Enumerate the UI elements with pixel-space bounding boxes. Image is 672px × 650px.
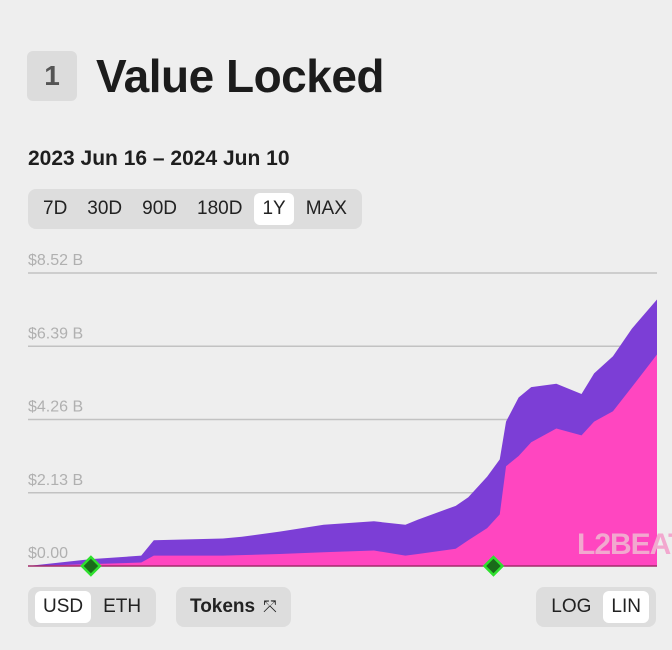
event-marker[interactable]	[482, 555, 505, 577]
range-90d-button[interactable]: 90D	[142, 198, 178, 219]
l2beat-watermark: L2BEAT	[577, 528, 672, 561]
section-title: Value Locked	[96, 50, 385, 102]
scale-log-button[interactable]: LOG	[551, 596, 592, 617]
chart-areas	[28, 299, 657, 567]
scale-selector: LOG LIN	[536, 587, 656, 627]
chart-markers	[80, 555, 505, 577]
currency-usd-button[interactable]: USD	[35, 591, 92, 623]
y-tick-label: $8.52 B	[28, 252, 83, 269]
y-tick-label: $6.39 B	[28, 325, 83, 342]
tokens-button[interactable]: Tokens ⤧	[176, 587, 291, 627]
y-tick-label: $2.13 B	[28, 472, 83, 489]
currency-eth-button[interactable]: ETH	[103, 596, 142, 617]
event-marker[interactable]	[80, 555, 102, 577]
total-area	[28, 299, 657, 566]
scale-lin-button[interactable]: LIN	[603, 591, 649, 623]
range-max-button[interactable]: MAX	[305, 198, 347, 219]
currency-selector: USD ETH	[28, 587, 157, 627]
range-1y-button[interactable]: 1Y	[254, 193, 294, 225]
tokens-button-label: Tokens	[190, 596, 256, 617]
range-7d-button[interactable]: 7D	[43, 198, 68, 219]
date-range: 2023 Jun 16 – 2024 Jun 10	[28, 147, 290, 170]
time-range-selector: 7D 30D 90D 180D 1Y MAX	[28, 189, 362, 229]
pink-area	[28, 354, 657, 566]
section-number-badge: 1	[27, 51, 77, 101]
y-tick-label: $4.26 B	[28, 399, 83, 416]
chart-y-labels: $0.00 $2.13 B $4.26 B $6.39 B $8.52 B	[28, 252, 83, 562]
range-30d-button[interactable]: 30D	[87, 198, 123, 219]
range-180d-button[interactable]: 180D	[197, 198, 243, 219]
section-header: 1 Value Locked	[27, 49, 385, 103]
value-locked-chart[interactable]: L2BEAT $0.00 $2.13 B $4.26 B $6.39 B $8.52 B	[0, 240, 672, 580]
expand-icon: ⤧	[263, 597, 277, 616]
y-tick-label: $0.00	[28, 545, 68, 562]
